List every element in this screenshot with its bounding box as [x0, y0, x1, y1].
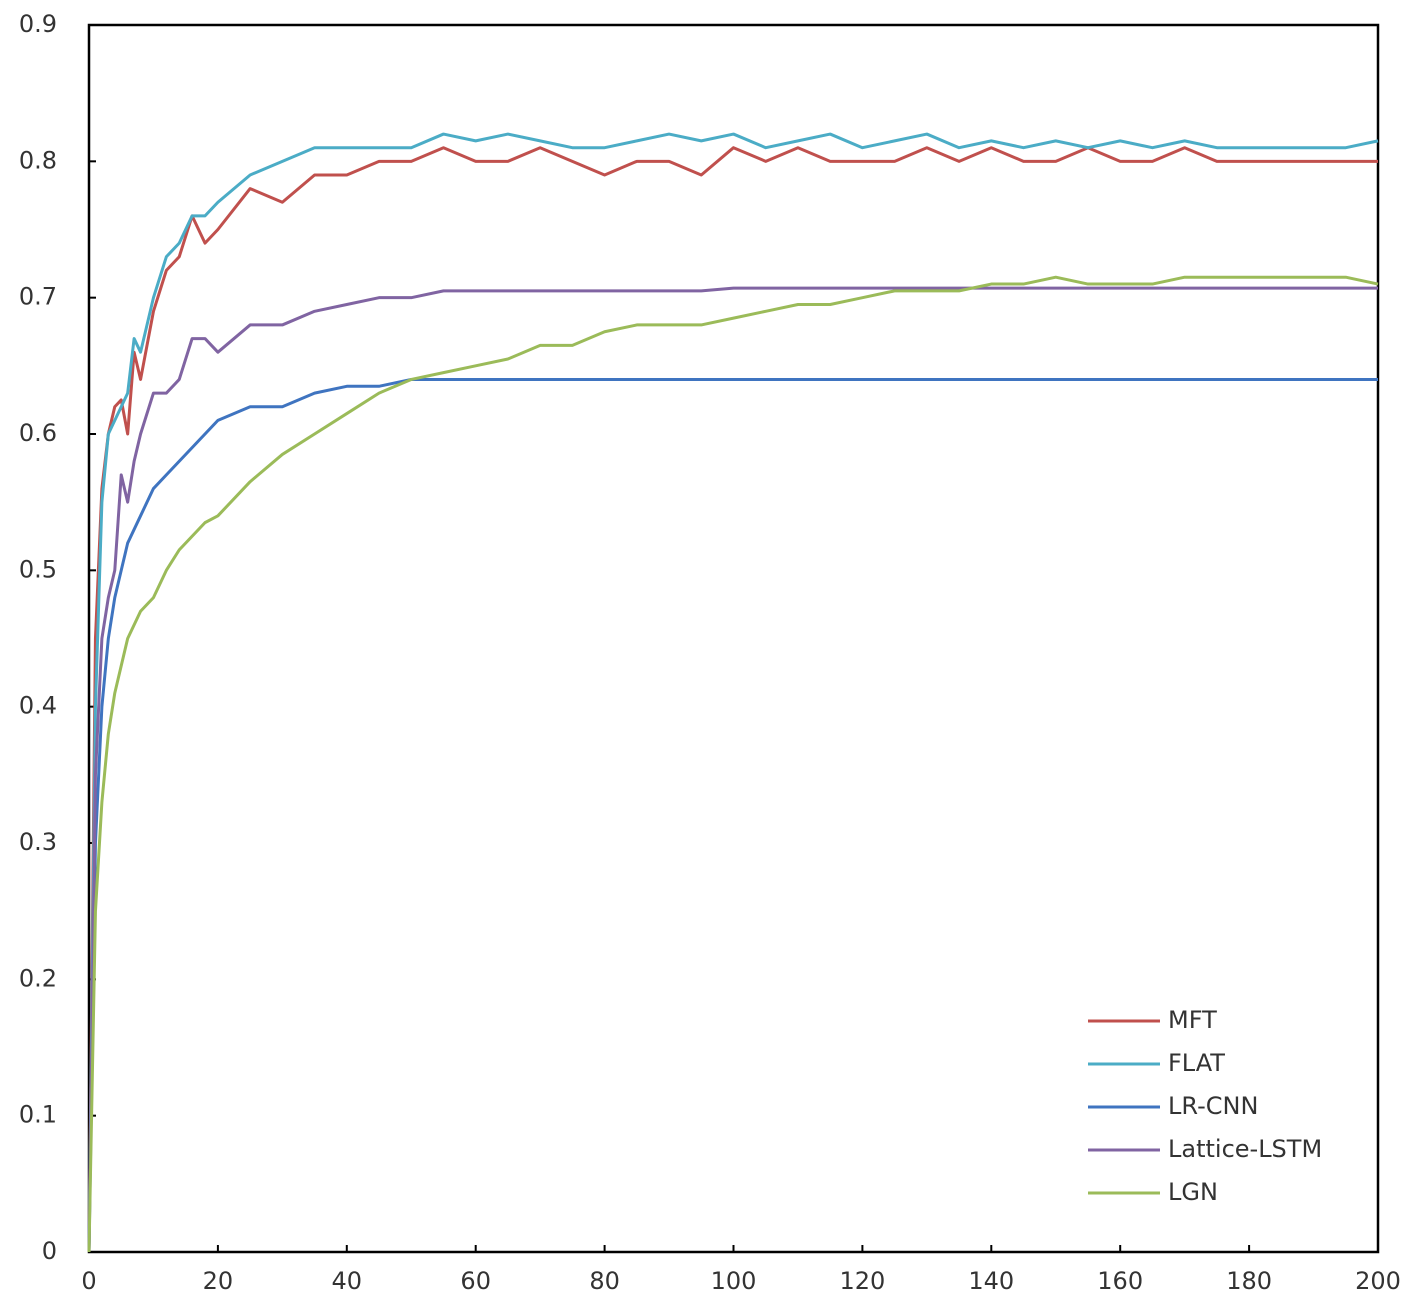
- series-line: [87, 146, 1378, 1253]
- x-tick-label: 200: [1355, 1267, 1401, 1295]
- x-tick-label: 120: [839, 1267, 885, 1295]
- series-line: [87, 377, 1378, 1253]
- y-tick-label: 0.1: [19, 1101, 57, 1129]
- legend-label: LGN: [1168, 1178, 1218, 1206]
- x-tick-label: 180: [1226, 1267, 1272, 1295]
- y-tick-label: 0.9: [19, 10, 57, 38]
- y-tick-label: 0.8: [19, 146, 57, 174]
- y-tick-label: 0.6: [19, 419, 57, 447]
- x-tick-label: 160: [1097, 1267, 1143, 1295]
- x-tick-label: 60: [460, 1267, 491, 1295]
- x-tick-label: 20: [203, 1267, 234, 1295]
- y-tick-label: 0.3: [19, 828, 57, 856]
- x-tick-label: 80: [589, 1267, 620, 1295]
- x-tick-label: 100: [711, 1267, 757, 1295]
- legend-label: LR-CNN: [1168, 1092, 1258, 1120]
- x-tick-label: 0: [81, 1267, 96, 1295]
- series-line: [87, 275, 1379, 1253]
- y-tick-label: 0.7: [19, 283, 57, 311]
- legend-label: FLAT: [1168, 1049, 1225, 1077]
- series-line: [87, 286, 1378, 1253]
- legend-label: MFT: [1168, 1006, 1217, 1034]
- series-line: [87, 132, 1379, 1253]
- y-tick-label: 0.4: [19, 692, 57, 720]
- x-tick-label: 40: [332, 1267, 363, 1295]
- legend-label: Lattice-LSTM: [1168, 1135, 1322, 1163]
- y-tick-label: 0.2: [19, 964, 57, 992]
- y-tick-label: 0: [42, 1237, 57, 1265]
- x-tick-label: 140: [968, 1267, 1014, 1295]
- y-tick-label: 0.5: [19, 555, 57, 583]
